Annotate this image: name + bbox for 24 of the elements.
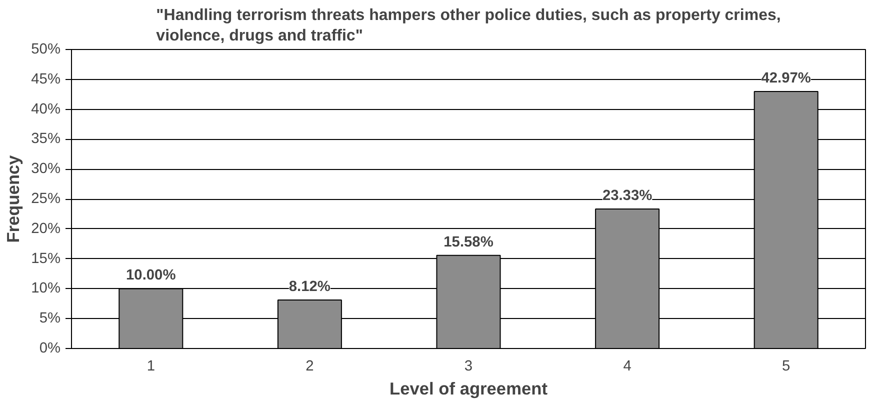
y-tick-label: 15% xyxy=(31,250,61,267)
data-label: 8.12% xyxy=(288,278,330,295)
y-tick-label: 40% xyxy=(31,101,61,118)
x-axis-title: Level of agreement xyxy=(390,378,548,398)
x-tick-label: 2 xyxy=(306,358,314,374)
data-label: 42.97% xyxy=(761,70,811,87)
y-tick-label: 20% xyxy=(31,220,61,237)
data-label: 23.33% xyxy=(602,188,652,204)
chart-title: "Handling terrorism threats hampers other police duties, such as property crimes, violence, drugs and traffic" xyxy=(156,7,781,44)
y-tick-label: 30% xyxy=(31,161,61,178)
x-tick-label: 3 xyxy=(464,358,473,374)
x-tick-label: 5 xyxy=(782,358,790,374)
y-tick-label: 35% xyxy=(31,131,61,148)
data-label: 10.00% xyxy=(126,268,176,284)
y-tick-label: 10% xyxy=(31,280,61,297)
y-tick-label: 0% xyxy=(39,340,61,356)
y-tick-label: 25% xyxy=(31,191,61,207)
y-axis-title: Frequency xyxy=(3,154,24,243)
data-label: 15.58% xyxy=(444,234,494,250)
x-tick-label: 1 xyxy=(146,358,155,374)
x-tick-label: 4 xyxy=(623,358,632,374)
y-tick-label: 45% xyxy=(31,71,61,88)
y-tick-label: 50% xyxy=(31,42,61,58)
y-tick-label: 5% xyxy=(39,310,61,327)
